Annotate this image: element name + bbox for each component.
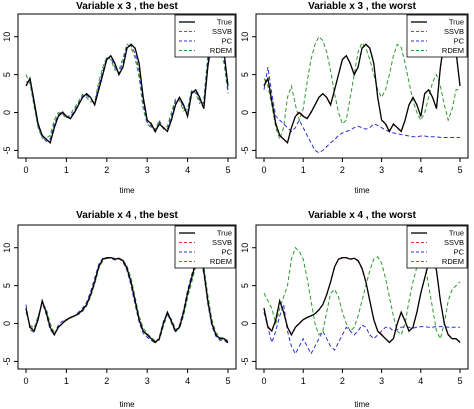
plot-frame [255,224,469,370]
legend-label-true: True [449,229,464,238]
legend-label-ssvb: SSVB [444,238,464,247]
series-line-pc [263,304,460,355]
y-tick-label: -5 [240,357,250,365]
x-tick-label: 0 [23,165,28,175]
x-tick-label: 3 [379,165,384,175]
x-axis-label: time [119,400,135,409]
legend-label-rdem: RDEM [442,257,464,266]
x-tick-label: 5 [457,165,462,175]
legend-label-pc: PC [222,37,233,46]
y-tick-label: 0 [240,110,250,115]
x-tick-label: 0 [261,165,266,175]
panel-variable-x4-worst: Variable x 4 , the worst 0 1 2 3 4 5 -5 0 5 10 time… [240,210,469,409]
series-line-true [263,39,461,145]
legend-label-pc: PC [454,37,465,46]
y-tick-label: 10 [240,243,250,253]
y-tick-label: 5 [2,283,12,288]
plot-frame [17,224,237,370]
x-axis-label: time [354,186,370,195]
x-tick-label: 2 [104,376,109,386]
panel-variable-x3-worst: Variable x 3 , the worst 0 1 2 3 4 5 -5 0 5 10 time… [240,1,469,195]
series-line-true [25,39,229,145]
chart-title: Variable x 3 , the best [76,1,178,12]
legend-label-true: True [449,18,464,27]
y-tick-label: 10 [240,32,250,42]
y-tick-label: 10 [2,32,12,42]
plot-frame [255,13,469,159]
x-axis-label: time [119,186,135,195]
y-tick-label: -5 [2,357,12,365]
y-tick-label: 10 [2,243,12,253]
x-tick-label: 0 [23,376,28,386]
x-tick-label: 1 [301,376,306,386]
x-tick-label: 0 [261,376,266,386]
x-tick-label: 4 [185,376,190,386]
plot-frame [17,13,237,159]
y-tick-label: 0 [2,110,12,115]
y-tick-label: 0 [2,321,12,326]
y-tick-label: 5 [240,72,250,77]
x-axis-label: time [354,400,370,409]
y-tick-label: 0 [240,321,250,326]
x-tick-label: 5 [225,376,230,386]
legend-label-pc: PC [222,248,233,257]
x-tick-label: 2 [340,165,345,175]
panel-variable-x3-best: Variable x 3 , the best 0 1 2 3 4 5 -5 0 5 10 time T… [2,1,237,195]
y-tick-label: -5 [240,146,250,154]
series-line-pc [263,67,460,154]
legend-label-rdem: RDEM [210,46,232,55]
x-tick-label: 4 [418,165,423,175]
x-tick-label: 4 [418,376,423,386]
chart-title: Variable x 4 , the worst [308,210,416,221]
x-tick-label: 2 [104,165,109,175]
chart-title: Variable x 3 , the worst [308,1,416,12]
series-line-rdem [25,255,229,342]
legend-label-pc: PC [454,248,465,257]
x-tick-label: 3 [145,165,150,175]
legend-label-rdem: RDEM [442,46,464,55]
legend-label-true: True [217,18,232,27]
legend-label-ssvb: SSVB [212,27,232,36]
chart-title: Variable x 4 , the best [76,210,178,221]
y-tick-label: -5 [2,146,12,154]
y-tick-label: 5 [240,283,250,288]
legend-label-ssvb: SSVB [212,238,232,247]
y-tick-label: 5 [2,72,12,77]
x-tick-label: 5 [225,165,230,175]
x-tick-label: 2 [340,376,345,386]
x-tick-label: 3 [379,376,384,386]
series-line-pc [25,38,229,142]
legend-label-ssvb: SSVB [444,27,464,36]
x-tick-label: 4 [185,165,190,175]
legend-label-rdem: RDEM [210,257,232,266]
x-tick-label: 1 [64,165,69,175]
x-tick-label: 1 [301,165,306,175]
x-tick-label: 3 [145,376,150,386]
x-tick-label: 1 [64,376,69,386]
series-line-rdem [263,246,461,341]
x-tick-label: 5 [457,376,462,386]
panel-variable-x4-best: Variable x 4 , the best 0 1 2 3 4 5 -5 0 5 10 time T… [2,210,237,409]
legend-label-true: True [217,229,232,238]
